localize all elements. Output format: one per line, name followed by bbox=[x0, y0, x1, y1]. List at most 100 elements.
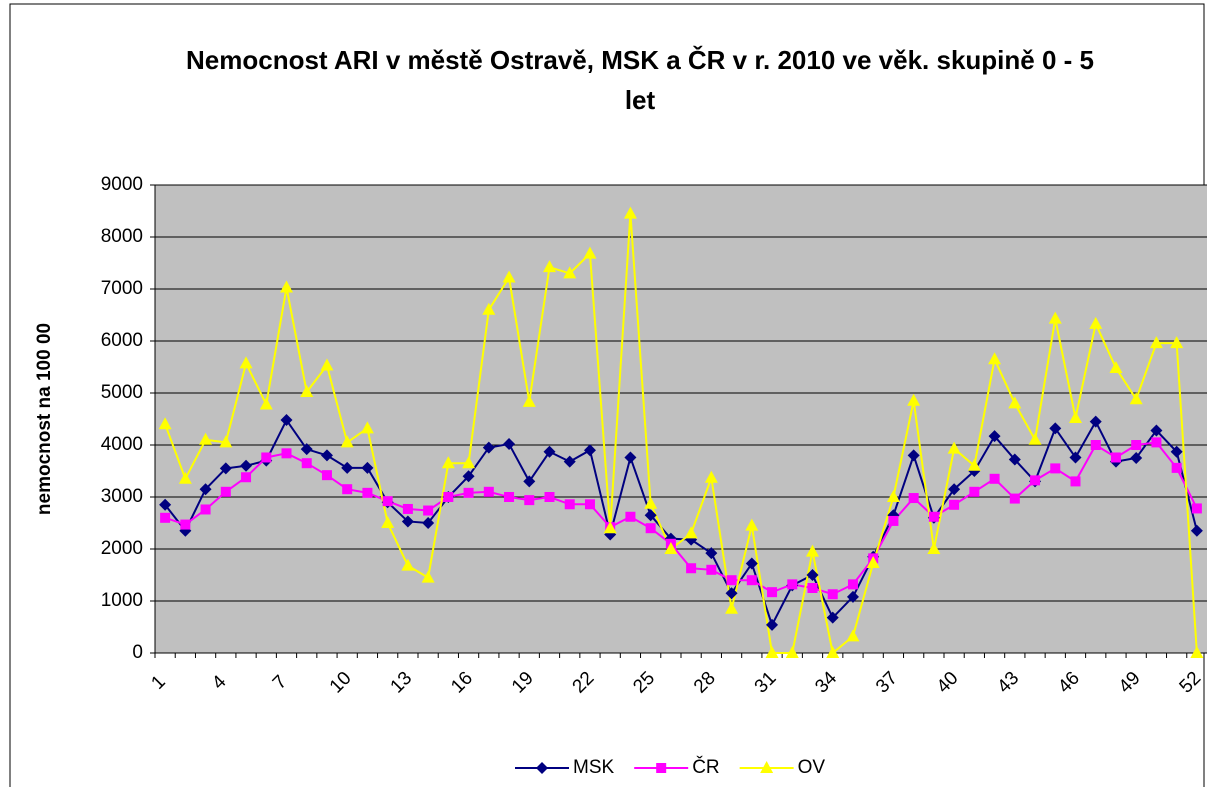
series-line bbox=[164, 418, 1198, 628]
point bbox=[826, 646, 840, 658]
x-tick-label: 16 bbox=[447, 668, 477, 698]
point bbox=[1190, 646, 1204, 658]
point bbox=[603, 521, 617, 534]
x-tick-label: 31 bbox=[751, 668, 781, 698]
point bbox=[382, 496, 393, 507]
point bbox=[563, 266, 577, 279]
point bbox=[523, 475, 536, 488]
point bbox=[342, 484, 353, 495]
point bbox=[806, 544, 819, 557]
point bbox=[320, 358, 334, 371]
point bbox=[745, 557, 758, 570]
point bbox=[1110, 452, 1121, 463]
point bbox=[746, 575, 757, 586]
point bbox=[362, 487, 373, 498]
point bbox=[381, 516, 395, 528]
point bbox=[482, 441, 495, 454]
point bbox=[441, 456, 455, 469]
point bbox=[1171, 462, 1182, 473]
point bbox=[765, 646, 779, 658]
point bbox=[544, 492, 555, 502]
x-tick-label: 10 bbox=[326, 668, 356, 698]
point bbox=[219, 462, 232, 475]
legend-label: ČR bbox=[692, 756, 719, 778]
point bbox=[563, 455, 576, 468]
x-tick-label: 28 bbox=[690, 668, 720, 698]
point bbox=[421, 570, 435, 583]
point bbox=[300, 384, 314, 397]
x-tick-label: 22 bbox=[569, 668, 599, 698]
point bbox=[947, 441, 961, 454]
point bbox=[1191, 503, 1202, 514]
point bbox=[846, 590, 859, 603]
point bbox=[745, 518, 759, 531]
point bbox=[401, 558, 415, 571]
point bbox=[1048, 311, 1062, 324]
legend-label: OV bbox=[798, 757, 826, 778]
x-tick-label: 43 bbox=[993, 668, 1023, 698]
y-tick-label: 7000 bbox=[101, 278, 143, 299]
point bbox=[1149, 336, 1163, 349]
point bbox=[522, 394, 536, 407]
point bbox=[423, 505, 434, 516]
point bbox=[240, 459, 253, 472]
y-tick-label: 0 bbox=[132, 642, 143, 663]
y-tick-label: 3000 bbox=[101, 486, 143, 507]
point bbox=[1028, 432, 1042, 445]
plot-area bbox=[155, 185, 1207, 653]
point bbox=[686, 563, 697, 574]
point bbox=[725, 587, 738, 600]
point bbox=[361, 461, 374, 474]
point bbox=[564, 499, 575, 510]
point bbox=[1049, 422, 1062, 435]
point bbox=[360, 421, 374, 434]
x-tick-label: 1 bbox=[147, 671, 169, 693]
point bbox=[1090, 440, 1101, 450]
x-tick-label: 4 bbox=[208, 671, 231, 694]
point bbox=[1130, 452, 1143, 464]
point bbox=[989, 473, 1000, 484]
point bbox=[725, 601, 739, 614]
point bbox=[261, 452, 272, 463]
point bbox=[908, 493, 919, 504]
chart-title: Nemocnost ARI v městě Ostravě, MSK a ČR … bbox=[186, 45, 1094, 115]
y-tick-label: 4000 bbox=[101, 434, 143, 455]
point bbox=[536, 762, 548, 774]
point bbox=[1089, 415, 1102, 428]
point bbox=[656, 763, 667, 773]
point bbox=[1131, 440, 1142, 450]
point bbox=[503, 437, 516, 450]
point bbox=[787, 579, 798, 590]
point bbox=[524, 495, 535, 506]
point bbox=[706, 564, 717, 575]
point bbox=[886, 490, 900, 502]
point bbox=[1150, 424, 1163, 437]
point bbox=[988, 430, 1001, 443]
point bbox=[281, 448, 292, 459]
point bbox=[280, 280, 293, 293]
point bbox=[220, 486, 231, 497]
point bbox=[807, 583, 818, 593]
point bbox=[1008, 453, 1021, 466]
y-axis-label: nemocnost na 100 00 bbox=[34, 323, 55, 515]
point bbox=[422, 517, 435, 529]
point bbox=[1050, 463, 1061, 474]
point bbox=[1190, 524, 1203, 537]
y-tick-label: 8000 bbox=[101, 226, 143, 247]
point bbox=[239, 356, 253, 369]
point bbox=[907, 393, 921, 406]
point bbox=[483, 486, 494, 497]
point bbox=[785, 646, 799, 658]
x-tick-label: 40 bbox=[933, 668, 963, 698]
point bbox=[504, 492, 515, 502]
point bbox=[1151, 437, 1162, 448]
point bbox=[199, 483, 212, 496]
y-tick-label: 5000 bbox=[101, 382, 143, 403]
point bbox=[280, 414, 293, 427]
point bbox=[443, 492, 454, 502]
y-tick-label: 6000 bbox=[101, 330, 143, 351]
point bbox=[1008, 396, 1022, 409]
point bbox=[623, 206, 637, 219]
